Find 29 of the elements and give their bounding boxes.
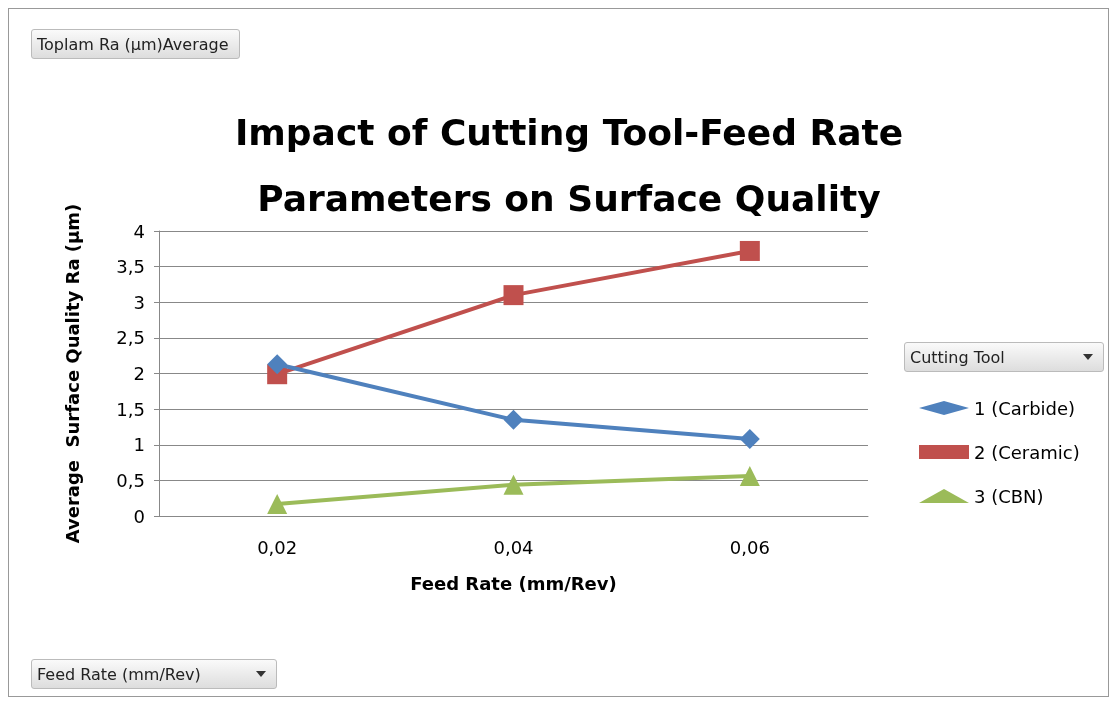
x-tick-label: 0,04 <box>493 536 534 558</box>
point <box>267 493 288 514</box>
y-tick-label: 3 <box>133 291 145 313</box>
x-axis-title: Feed Rate (mm/Rev) <box>410 572 617 594</box>
point <box>267 354 288 375</box>
point <box>739 429 760 450</box>
point <box>503 474 524 495</box>
y-tick-label: 4 <box>133 220 145 242</box>
point <box>503 285 524 306</box>
point <box>739 240 760 261</box>
y-tick-label: 1,5 <box>116 398 145 420</box>
legend-label: 3 (CBN) <box>974 485 1044 507</box>
point <box>503 409 524 430</box>
y-tick-label: 3,5 <box>116 256 145 278</box>
x-tick-label: 0,02 <box>257 536 298 558</box>
legend-title: Cutting Tool <box>910 347 1005 367</box>
text: Feed Rate (mm/Rev) <box>37 664 201 684</box>
y-axis-title: Average Surface Quality Ra (µm) <box>61 203 83 544</box>
y-tick-label: 1 <box>133 434 145 456</box>
legend-label: 1 (Carbide) <box>974 397 1076 419</box>
point <box>739 466 760 487</box>
text: Toplam Ra (µm)Average <box>37 34 229 54</box>
y-tick-label: 0 <box>133 505 145 527</box>
chart-title: Impact of Cutting Tool-Feed Rate Parameters on Surface Quality <box>234 111 904 219</box>
y-tick-label: 0,5 <box>116 469 145 491</box>
y-tick-label: 2,5 <box>116 327 145 349</box>
y-tick-label: 2 <box>133 363 145 384</box>
legend-label: 2 (Ceramic) <box>974 441 1080 463</box>
x-tick-label: 0,06 <box>729 536 770 558</box>
